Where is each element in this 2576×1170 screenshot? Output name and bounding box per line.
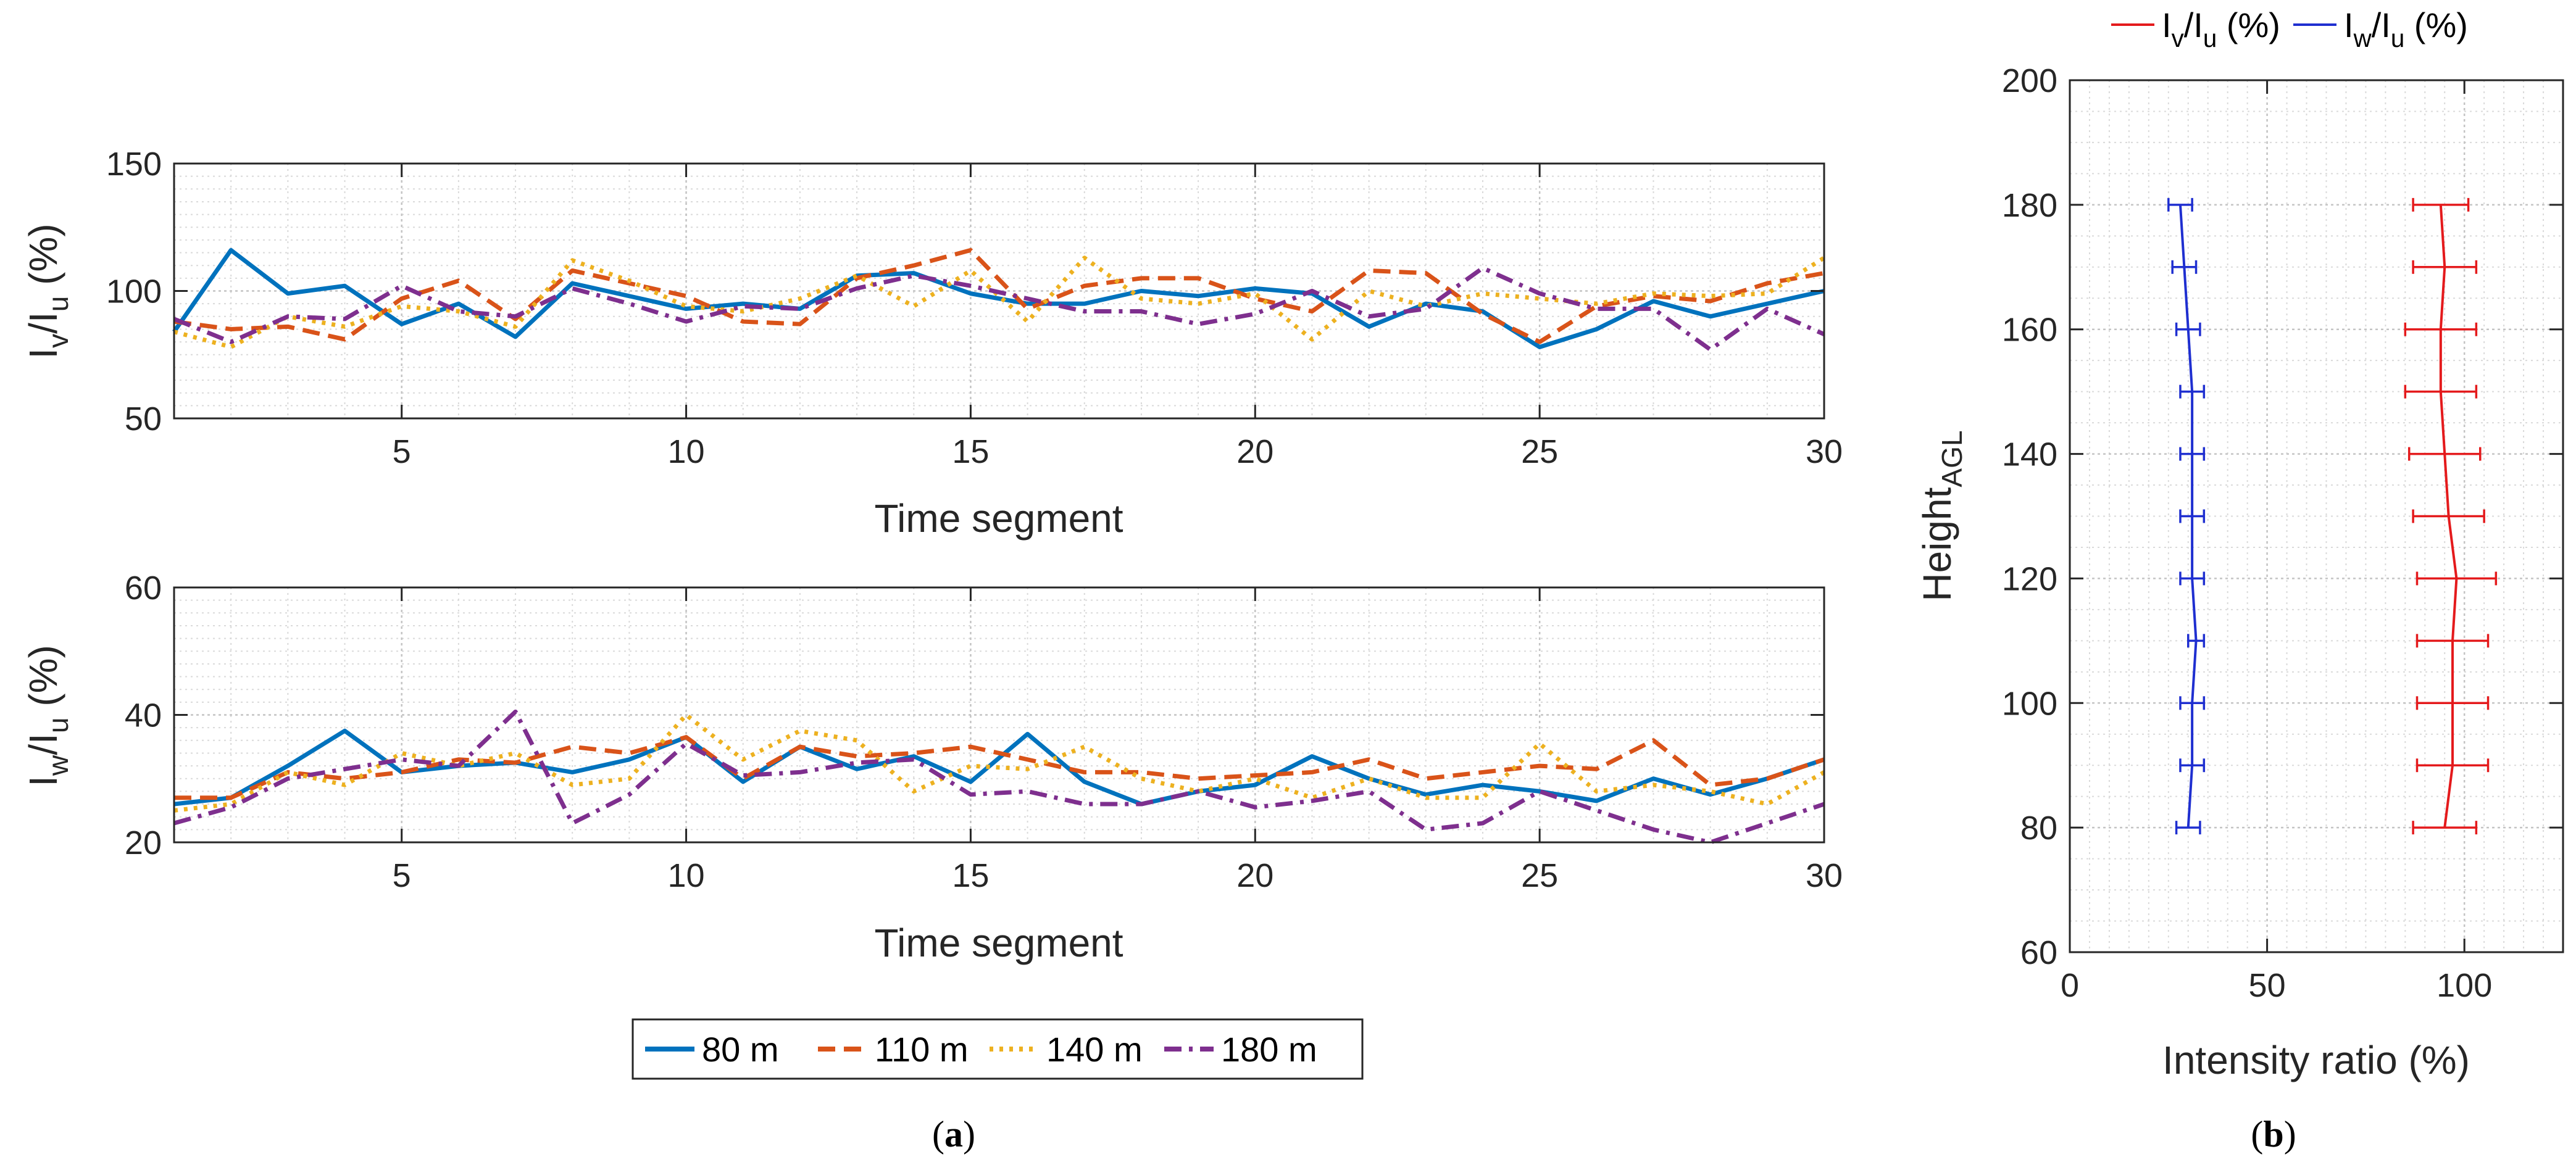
right-x-axis-label: Intensity ratio (%) [2162,1038,2470,1082]
y-tick-label: 160 [2002,312,2057,349]
top-y-axis-label: Iv/Iu (%) [21,223,74,359]
x-tick-label: 15 [952,857,989,894]
panel-iw-iu: 5 10 15 20 25 30 20 40 60 Time segment Iw/Iu (%) [21,570,1843,965]
series-line-180-m [173,709,1825,845]
bottom-x-axis-label: Time segment [874,921,1123,965]
x-tick-label: 30 [1806,857,1843,894]
bottom-grid [174,586,1825,844]
x-tick-label: 5 [393,857,411,894]
series-line-110-m [174,735,1825,800]
error-bar [2179,509,2206,523]
error-bar [2412,197,2470,212]
y-tick-label: 100 [2002,685,2057,722]
legend-label: 80 m [702,1030,779,1069]
right-axes-box [2069,79,2564,953]
y-tick-label: 140 [2002,436,2057,473]
series-line-140-m [173,713,1825,813]
error-bar [2404,322,2478,336]
error-bar [2175,322,2201,336]
series-line-180-m [173,265,1825,352]
right-series [2167,197,2498,835]
x-tick-label: 10 [668,433,705,470]
y-tick-label: 200 [2002,62,2057,99]
error-bar [2412,821,2478,835]
x-tick-label: 25 [1521,857,1558,894]
top-series [172,247,1825,352]
error-bar [2167,197,2193,212]
x-tick-label: 50 [2249,967,2286,1004]
error-bar [2179,571,2206,586]
error-bar [2416,758,2490,773]
top-x-axis-label: Time segment [874,496,1123,541]
error-bar [2179,447,2206,461]
error-bar [2416,696,2490,710]
error-bar [2175,821,2201,835]
caption-a: (a) [932,1114,975,1155]
x-tick-label: 20 [1236,433,1273,470]
error-bar [2412,509,2485,523]
legend-label: 180 m [1221,1030,1317,1069]
error-bar [2407,447,2482,461]
x-tick-label: 20 [1236,857,1273,894]
series-line-110-m [173,247,1825,344]
x-tick-label: 100 [2436,967,2492,1004]
legend-heights-box [631,1018,1364,1080]
y-tick-label: 40 [125,697,162,734]
x-tick-label: 25 [1521,433,1558,470]
series-line-140-m [173,255,1825,349]
legend-label: Iv/Iu (%) [2162,6,2280,52]
bottom-ticks: 5 10 15 20 25 30 20 40 60 [125,570,1843,894]
error-bar [2179,758,2206,773]
right-y-axis-label: HeightAGL [1915,430,1968,601]
y-tick-label: 120 [2002,560,2057,597]
bottom-y-axis-label: Iw/Iu (%) [21,645,74,787]
x-tick-label: 30 [1806,433,1843,470]
error-bar [2179,384,2206,399]
x-tick-label: 0 [2061,967,2079,1004]
legend-ratios: Iv/Iu (%) Iw/Iu (%) [2111,6,2468,52]
caption-b: (b) [2251,1114,2296,1155]
top-ticks: 5 10 15 20 25 30 50 100 150 [106,146,1843,470]
error-bar [2171,260,2198,274]
y-tick-label: 180 [2002,187,2057,224]
legend-label: 140 m [1046,1030,1143,1069]
error-bar [2412,260,2478,274]
y-tick-label: 50 [125,400,162,438]
error-bar [2179,696,2206,710]
error-bar [2187,634,2206,648]
y-tick-label: 100 [106,273,162,310]
legend-label: 110 m [875,1030,968,1069]
y-tick-label: 60 [2020,934,2057,971]
panel-profile: 0 50 100 60 80 100 120 140 160 180 200 Intensity r… [1915,6,2564,1082]
bottom-series [173,709,1825,845]
error-bar [2416,571,2498,586]
x-tick-label: 5 [393,433,411,470]
y-tick-label: 150 [106,146,162,183]
y-tick-label: 60 [125,570,162,607]
right-grid [2069,79,2563,953]
legend-label: Iw/Iu (%) [2344,6,2468,52]
error-bar [2404,384,2478,399]
series-line-80-m [172,247,1825,349]
x-tick-label: 15 [952,433,989,470]
y-tick-label: 80 [2020,810,2057,847]
legend-heights: 80 m 110 m 140 m 180 m [631,1018,1364,1080]
panel-iv-iu: 5 10 15 20 25 30 50 100 150 Time segment Iv/Iu (… [21,146,1843,541]
error-bar [2416,634,2490,648]
x-tick-label: 10 [668,857,705,894]
y-tick-label: 20 [125,824,162,861]
right-ticks: 0 50 100 60 80 100 120 140 160 180 200 [2002,62,2563,1004]
